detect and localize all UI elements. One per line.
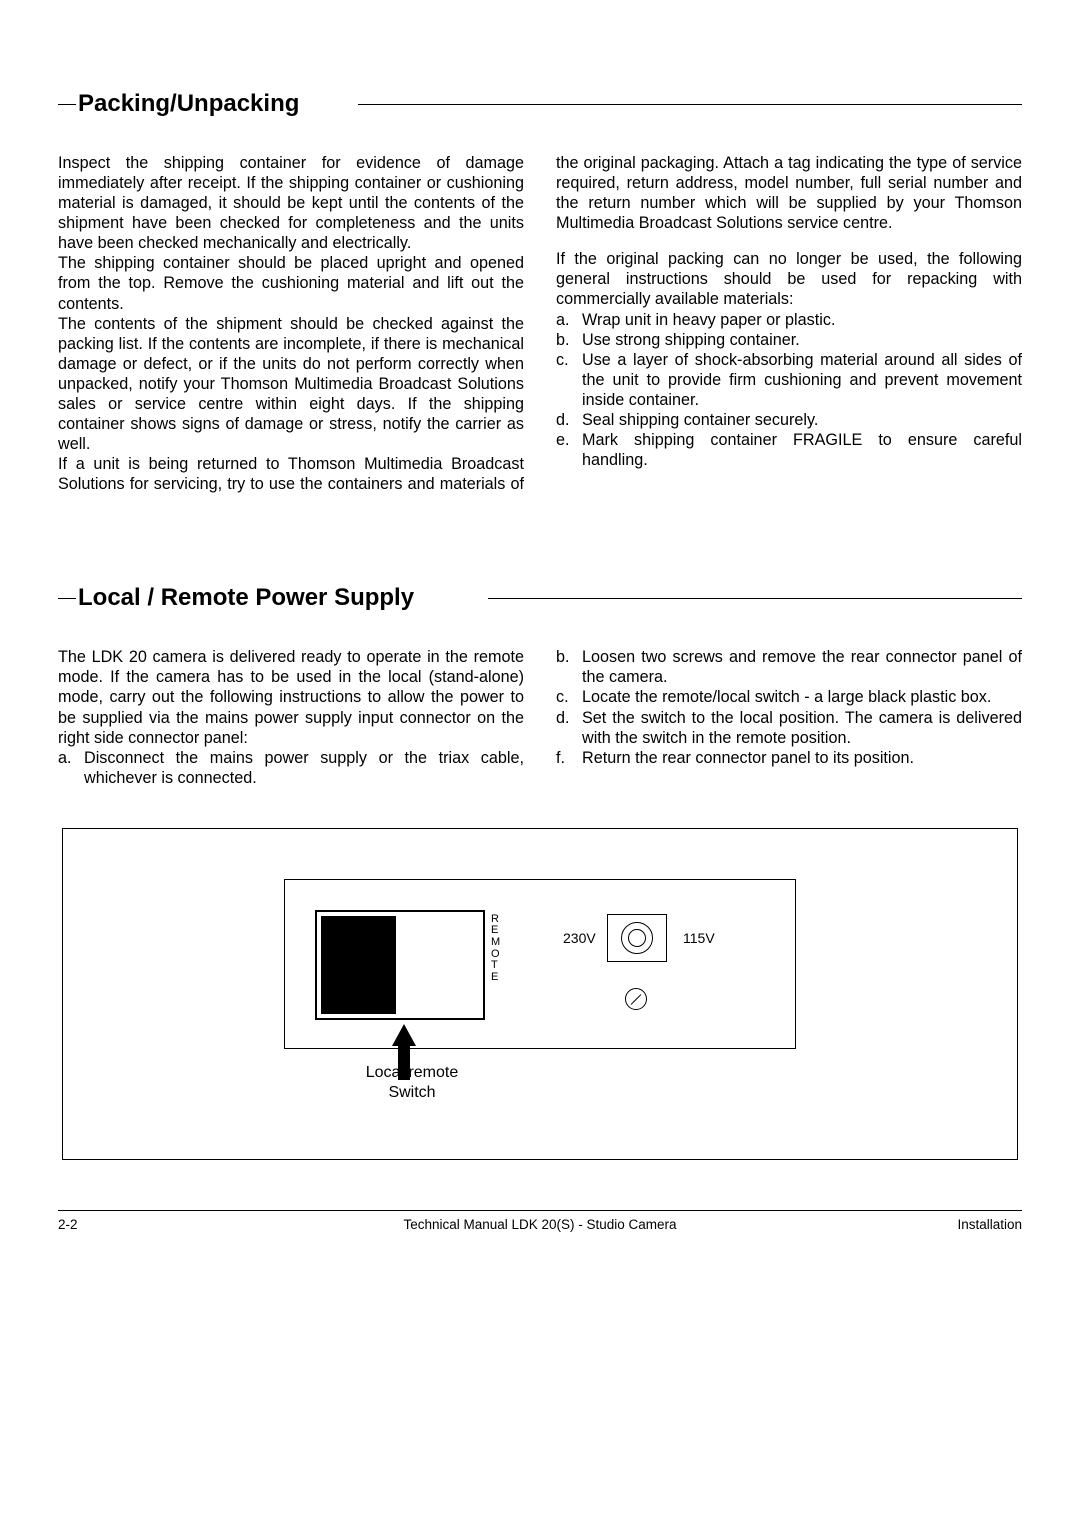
list-item: b. Use strong shipping container.: [556, 330, 1022, 350]
list-text: Locate the remote/local switch - a large…: [582, 687, 1022, 707]
list-text: Return the rear connector panel to its p…: [582, 748, 1022, 768]
list-letter: d.: [556, 410, 582, 430]
list-item: a. Wrap unit in heavy paper or plastic.: [556, 310, 1022, 330]
fuse-icon: [621, 922, 653, 954]
list-text: Use strong shipping container.: [582, 330, 1022, 350]
section-title: Packing/Unpacking: [76, 90, 301, 118]
section1-body: Inspect the shipping container for evide…: [58, 153, 1022, 494]
list-text: Use a layer of shock-absorbing material …: [582, 350, 1022, 410]
voltage-115v-label: 115V: [683, 930, 715, 946]
section-heading-power: Local / Remote Power Supply: [58, 584, 1022, 612]
caption-line: Local/remote: [366, 1064, 459, 1081]
list-text: Mark shipping container FRAGILE to ensur…: [582, 430, 1022, 470]
section2-body: The LDK 20 camera is delivered ready to …: [58, 647, 1022, 788]
voltage-230v-label: 230V: [563, 930, 596, 946]
list-text: Loosen two screws and remove the rear co…: [582, 647, 1022, 687]
list-item: d. Set the switch to the local position.…: [556, 708, 1022, 748]
list-item: a. Disconnect the mains power supply or …: [58, 748, 524, 788]
list-letter: f.: [556, 748, 582, 768]
list-item: e. Mark shipping container FRAGILE to en…: [556, 430, 1022, 470]
list-item: c. Use a layer of shock-absorbing materi…: [556, 350, 1022, 410]
list-letter: c.: [556, 350, 582, 410]
list-letter: b.: [556, 330, 582, 350]
paragraph: The LDK 20 camera is delivered ready to …: [58, 647, 524, 747]
paragraph: The contents of the shipment should be c…: [58, 314, 524, 455]
footer-title: Technical Manual LDK 20(S) - Studio Came…: [299, 1217, 781, 1232]
heading-line-right: [488, 598, 1022, 599]
list-letter: a.: [58, 748, 84, 788]
list-letter: b.: [556, 647, 582, 687]
heading-line-left: [58, 598, 76, 599]
list-item: f. Return the rear connector panel to it…: [556, 748, 1022, 768]
screw-icon: [625, 988, 647, 1010]
caption-line: Switch: [388, 1084, 435, 1101]
page-footer: 2-2 Technical Manual LDK 20(S) - Studio …: [58, 1210, 1022, 1232]
list-text: Seal shipping container securely.: [582, 410, 1022, 430]
paragraph: The shipping container should be placed …: [58, 253, 524, 313]
footer-page-number: 2-2: [58, 1217, 299, 1232]
remote-local-switch: [315, 910, 485, 1020]
section-title: Local / Remote Power Supply: [76, 584, 416, 612]
list-letter: e.: [556, 430, 582, 470]
paragraph: Inspect the shipping container for evide…: [58, 153, 524, 253]
heading-line-left: [58, 104, 76, 105]
diagram-frame: R E M O T E 230V 115V Local/remote Switc…: [62, 828, 1018, 1160]
paragraph: If the original packing can no longer be…: [556, 249, 1022, 309]
list-item: c. Locate the remote/local switch - a la…: [556, 687, 1022, 707]
section-heading-packing: Packing/Unpacking: [58, 90, 1022, 118]
list-text: Wrap unit in heavy paper or plastic.: [582, 310, 1022, 330]
heading-line-right: [358, 104, 1022, 105]
switch-slider: [321, 916, 396, 1014]
list-letter: d.: [556, 708, 582, 748]
arrow-caption: Local/remote Switch: [332, 1023, 492, 1103]
list-item: d. Seal shipping container securely.: [556, 410, 1022, 430]
list-letter: a.: [556, 310, 582, 330]
list-text: Disconnect the mains power supply or the…: [84, 748, 524, 788]
footer-section: Installation: [781, 1217, 1022, 1232]
remote-label: R E M O T E: [491, 914, 501, 983]
list-letter: c.: [556, 687, 582, 707]
list-item: b. Loosen two screws and remove the rear…: [556, 647, 1022, 687]
list-text: Set the switch to the local position. Th…: [582, 708, 1022, 748]
